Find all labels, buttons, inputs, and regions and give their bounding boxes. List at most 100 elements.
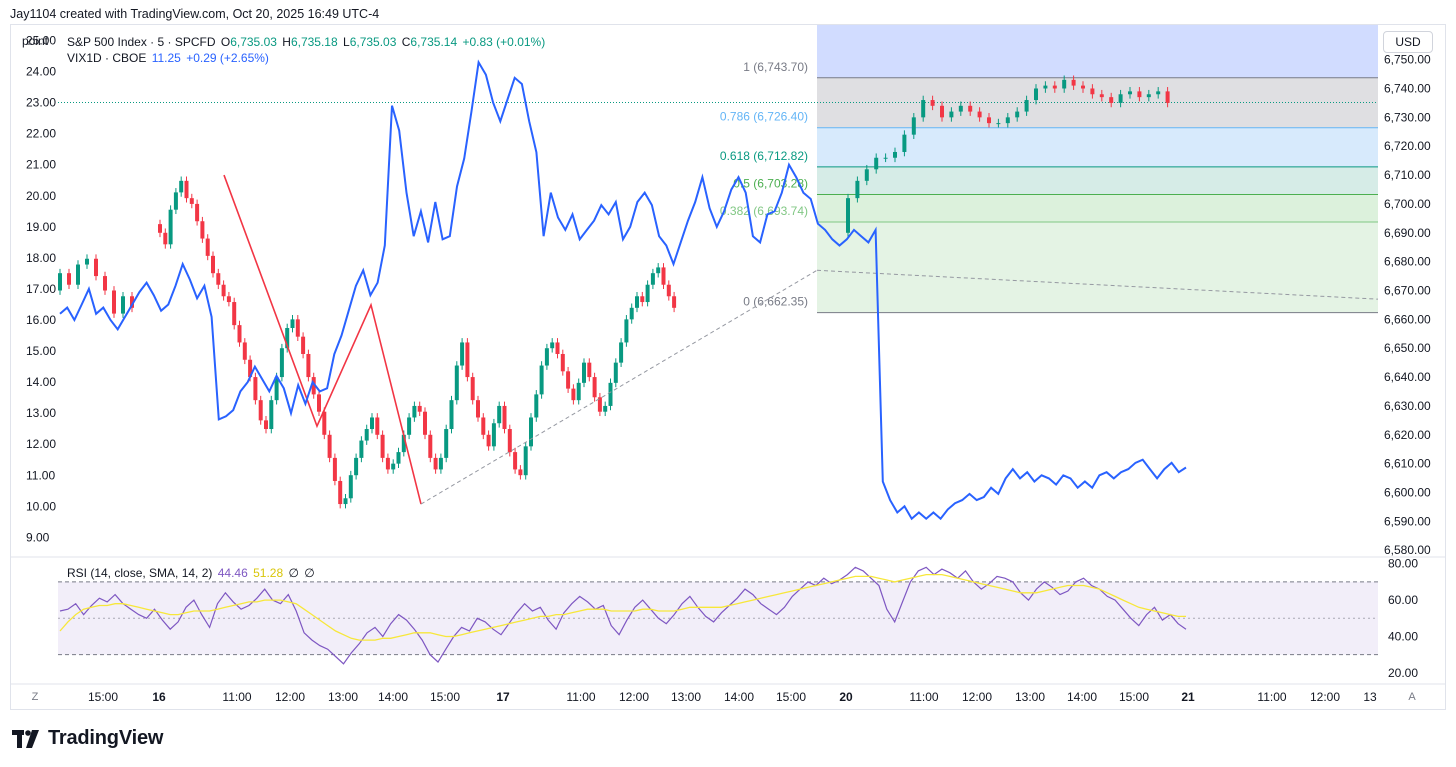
candle-body xyxy=(103,276,107,291)
rsi-label[interactable]: RSI (14, close, SMA, 14, 2) xyxy=(67,566,213,580)
candle-body xyxy=(608,382,613,406)
candle-body xyxy=(94,258,98,277)
candle-body xyxy=(645,284,650,303)
candle-body xyxy=(571,388,576,401)
candle-body xyxy=(996,123,1001,125)
time-tick-label: 12:00 xyxy=(619,690,649,704)
candle-body xyxy=(465,342,470,378)
vix-tick-label: 12.00 xyxy=(26,437,56,451)
candle-body xyxy=(433,457,438,470)
candle-body xyxy=(534,394,539,418)
candle-body xyxy=(883,157,888,159)
candle-body xyxy=(1165,91,1170,103)
scale-mode-button[interactable]: point xyxy=(21,34,49,48)
time-tick-label: 12:00 xyxy=(962,690,992,704)
candle-body xyxy=(1128,91,1132,95)
fib-zone-0.618 xyxy=(817,166,1378,195)
vix-tick-label: 13.00 xyxy=(26,406,56,420)
candle-body xyxy=(130,296,134,308)
candle-body xyxy=(216,273,221,285)
candle-body xyxy=(264,420,268,430)
candle-body xyxy=(460,342,465,366)
candle-body xyxy=(930,100,935,106)
vix-tick-label: 10.00 xyxy=(26,499,56,513)
candle-body xyxy=(332,457,337,481)
candle-body xyxy=(518,469,523,476)
fib-level-label: 0.618 (6,712.82) xyxy=(720,149,808,163)
close-value: 6,735.14 xyxy=(410,35,458,49)
candle-body xyxy=(987,117,991,124)
tradingview-logo: TradingView xyxy=(12,727,163,750)
auto-scale-toggle[interactable]: A xyxy=(1408,691,1416,703)
price-tick-label: 6,610.00 xyxy=(1384,457,1431,471)
candle-body xyxy=(550,342,555,349)
price-tick-label: 6,750.00 xyxy=(1384,53,1431,67)
currency-button[interactable]: USD xyxy=(1383,31,1433,53)
candle-body xyxy=(221,284,226,297)
candle-body xyxy=(354,457,359,476)
candle-body xyxy=(629,307,634,320)
vix-change: +0.29 (+2.65%) xyxy=(186,51,269,65)
candle-body xyxy=(874,157,879,170)
candle-body xyxy=(949,111,954,118)
log-scale-toggle[interactable]: Z xyxy=(31,691,39,703)
candle-body xyxy=(977,111,982,118)
main-symbol[interactable]: S&P 500 Index · 5 · SPCFD xyxy=(67,35,216,49)
candle-body xyxy=(661,267,666,285)
open-value: 6,735.03 xyxy=(230,35,277,49)
candle-body xyxy=(1034,88,1038,101)
candle-body xyxy=(274,377,279,401)
fib-zone-0.5 xyxy=(817,194,1378,222)
price-tick-label: 6,710.00 xyxy=(1384,168,1431,182)
close-label: C xyxy=(401,35,411,49)
time-tick-label: 16 xyxy=(152,690,166,704)
candle-body xyxy=(864,169,869,181)
candle-body xyxy=(958,105,963,112)
candle-body xyxy=(566,371,571,389)
vix-tick-label: 9.00 xyxy=(26,530,50,544)
time-tick-label: 12:00 xyxy=(1310,690,1340,704)
candle-body xyxy=(364,429,369,441)
candle-body xyxy=(311,377,316,395)
rsi-tick-label: 40.00 xyxy=(1388,629,1418,643)
tradingview-logo-icon xyxy=(12,729,39,748)
candle-body xyxy=(279,348,284,378)
price-tick-label: 6,640.00 xyxy=(1384,370,1431,384)
vix-tick-label: 15.00 xyxy=(26,344,56,358)
vix-tick-label: 11.00 xyxy=(26,468,55,482)
vix-line xyxy=(59,59,1187,521)
candle-body xyxy=(407,417,412,435)
price-tick-label: 6,590.00 xyxy=(1384,514,1431,528)
candle-body xyxy=(189,198,194,204)
price-tick-label: 6,690.00 xyxy=(1384,226,1431,240)
price-tick-label: 6,720.00 xyxy=(1384,139,1431,153)
candle-body xyxy=(173,192,178,210)
candle-body xyxy=(968,105,973,112)
candle-body xyxy=(502,405,507,430)
candle-body xyxy=(481,417,486,435)
candle-body xyxy=(613,362,618,383)
fib-level-label: 0 (6,662.35) xyxy=(743,295,808,309)
candle-body xyxy=(1146,94,1151,98)
candle-body xyxy=(58,273,62,291)
candle-body xyxy=(1005,117,1010,124)
time-tick-label: 13:00 xyxy=(1015,690,1045,704)
candle-body xyxy=(470,377,475,401)
time-tick-label: 15:00 xyxy=(1119,690,1149,704)
candle-body xyxy=(317,394,321,412)
candle-body xyxy=(592,377,597,398)
candle-body xyxy=(1081,85,1085,89)
candle-body xyxy=(666,284,671,297)
vix-symbol[interactable]: VIX1D · CBOE xyxy=(67,51,147,65)
candle-body xyxy=(195,203,200,222)
candle-body xyxy=(650,273,655,285)
vix-tick-label: 23.00 xyxy=(26,96,56,110)
rsi-value: 44.46 xyxy=(217,566,248,580)
candle-body xyxy=(529,417,533,447)
candle-body xyxy=(491,423,496,447)
vix-tick-label: 19.00 xyxy=(26,220,56,234)
main-legend: S&P 500 Index · 5 · SPCFD O6,735.03 H6,7… xyxy=(67,35,547,49)
fib-level-label: 0.382 (6,693.74) xyxy=(720,204,808,218)
candle-body xyxy=(343,498,348,505)
